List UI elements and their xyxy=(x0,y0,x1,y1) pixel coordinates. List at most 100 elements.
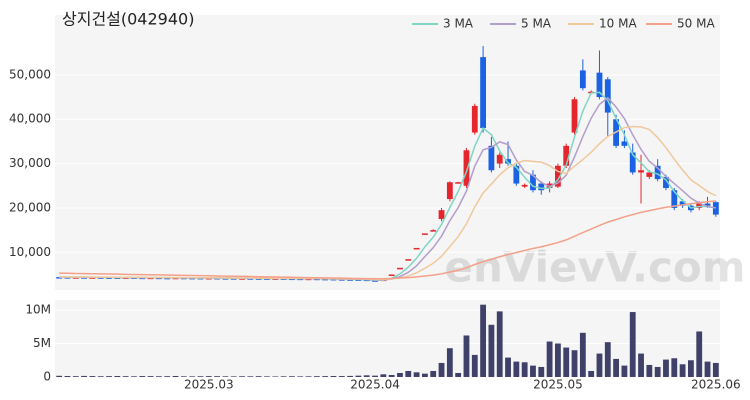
volume-bar xyxy=(554,343,561,377)
y-tick-label: 10M xyxy=(25,303,51,317)
y-tick-label: 30,000 xyxy=(9,156,51,170)
volume-bar xyxy=(421,373,428,377)
volume-bar xyxy=(89,376,96,377)
volume-bar xyxy=(629,312,636,377)
volume-bar xyxy=(488,324,495,377)
candle-body xyxy=(338,279,345,281)
volume-bar xyxy=(297,376,304,377)
volume-bar xyxy=(114,375,121,377)
candle-body xyxy=(496,154,503,164)
volume-bar xyxy=(164,376,171,377)
volume-bar xyxy=(513,361,520,377)
volume-bar xyxy=(604,342,611,377)
volume-bar xyxy=(330,375,337,377)
candle-body xyxy=(471,105,478,133)
candle-body xyxy=(397,267,403,270)
volume-bar xyxy=(471,354,478,377)
volume-bar xyxy=(131,376,137,377)
y-tick-label: 40,000 xyxy=(9,112,51,126)
volume-bar xyxy=(646,364,653,377)
volume-bar xyxy=(613,358,620,377)
candle-body xyxy=(604,79,611,113)
candle-body xyxy=(521,184,528,187)
candle-body xyxy=(571,99,578,133)
candle-body xyxy=(455,182,462,184)
volume-bar xyxy=(355,375,362,377)
volume-bar xyxy=(280,376,287,377)
candle-body xyxy=(488,145,495,171)
legend-label: 5 MA xyxy=(521,17,552,31)
volume-bar xyxy=(239,376,245,377)
candle-body xyxy=(505,159,511,164)
candle-body xyxy=(164,277,171,280)
candle-body xyxy=(530,174,536,191)
volume-bar xyxy=(546,341,553,377)
volume-bar xyxy=(405,370,412,377)
volume-bar xyxy=(413,372,420,377)
candle-body xyxy=(513,165,520,184)
volume-bar xyxy=(712,362,719,377)
candle-body xyxy=(654,165,661,180)
volume-bar xyxy=(72,376,79,377)
volume-bar xyxy=(380,374,387,377)
volume-bar xyxy=(147,376,154,377)
volume-bar xyxy=(388,374,395,377)
volume-bar xyxy=(180,376,187,377)
volume-bar xyxy=(264,376,270,377)
y-tick-label: 50,000 xyxy=(9,67,51,81)
volume-bar xyxy=(347,375,354,377)
volume-bar xyxy=(397,372,403,377)
volume-bar xyxy=(313,376,320,377)
candle-body xyxy=(438,210,445,220)
volume-bar xyxy=(704,361,711,377)
candle-body xyxy=(430,230,437,232)
volume-bar xyxy=(56,375,63,377)
chart-title: 상지건설(042940) xyxy=(62,10,194,29)
volume-bar xyxy=(638,353,644,377)
x-tick-label: 2025.05 xyxy=(533,378,583,392)
legend-label: 3 MA xyxy=(443,17,474,31)
volume-bar xyxy=(106,376,112,377)
volume-bar xyxy=(205,376,212,377)
volume-panel xyxy=(55,300,720,377)
volume-bar xyxy=(255,376,262,377)
y-tick-label: 0 xyxy=(43,370,51,384)
legend-label: 10 MA xyxy=(599,17,637,31)
candle-body xyxy=(413,247,420,250)
volume-bar xyxy=(671,358,678,377)
volume-bar xyxy=(579,332,586,377)
volume-bar xyxy=(139,376,146,377)
volume-bar xyxy=(305,376,312,377)
candle-body xyxy=(189,277,196,280)
volume-bar xyxy=(679,364,686,377)
candle-body xyxy=(538,183,545,191)
candle-body xyxy=(579,70,586,89)
volume-bar xyxy=(696,331,703,377)
volume-bar xyxy=(189,376,196,377)
volume-bar xyxy=(338,376,345,377)
volume-bar xyxy=(430,370,437,377)
volume-bar xyxy=(687,360,694,377)
volume-bar xyxy=(197,376,204,377)
volume-bar xyxy=(521,362,528,377)
volume-bar xyxy=(530,365,536,377)
volume-bar xyxy=(455,372,462,377)
volume-bar xyxy=(230,376,237,377)
candle-body xyxy=(663,176,669,188)
x-tick-label: 2025.03 xyxy=(184,378,234,392)
candle-body xyxy=(421,233,428,235)
candle-body xyxy=(671,190,678,208)
candle-body xyxy=(554,165,561,187)
candle-body xyxy=(222,278,229,280)
candle-body xyxy=(480,57,487,129)
candle-body xyxy=(596,72,603,98)
ma-line xyxy=(59,200,716,280)
candle-body xyxy=(106,277,112,279)
volume-bar xyxy=(480,304,487,377)
volume-bar xyxy=(64,375,71,377)
volume-bar xyxy=(81,375,88,377)
volume-bar xyxy=(588,370,595,377)
volume-bar xyxy=(663,359,669,377)
watermark: enVievV.com xyxy=(445,243,746,292)
candle-body xyxy=(704,203,711,206)
